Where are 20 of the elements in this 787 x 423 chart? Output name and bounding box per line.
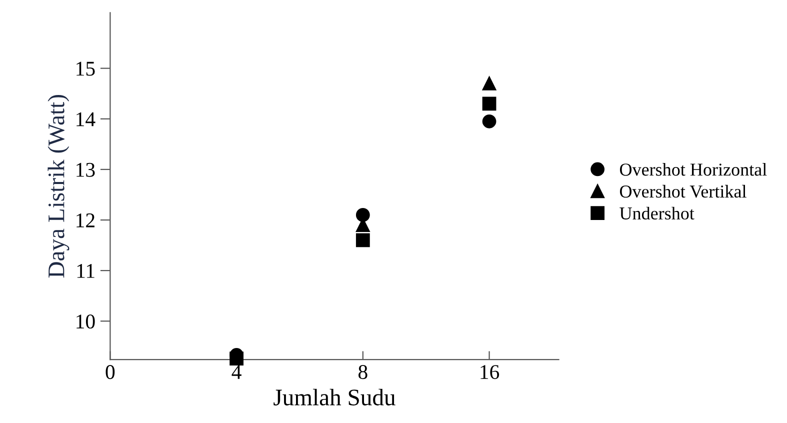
y-tick-label: 15: [76, 62, 95, 76]
legend-label: Overshot Vertikal: [620, 184, 746, 198]
point: [482, 114, 496, 128]
x-tick-label: 16: [480, 365, 500, 380]
legend-label: Undershot: [620, 206, 694, 220]
y-tick-label: 11: [77, 264, 94, 278]
y-axis-title: Daya Listrik (Watt): [48, 95, 70, 278]
y-tick-label: 10: [76, 314, 95, 329]
point: [482, 96, 496, 111]
point: [356, 233, 370, 248]
x-tick-label: 4: [232, 365, 242, 379]
y-tick-label: 12: [76, 213, 94, 228]
legend-label: Overshot Horizontal: [620, 163, 767, 176]
point: [482, 76, 496, 90]
point: [356, 208, 370, 222]
x-axis-title: Jumlah Sudu: [274, 388, 396, 406]
x-tick-label: 8: [358, 365, 368, 380]
x-tick-label: 0: [106, 365, 115, 380]
y-tick-label: 14: [76, 112, 96, 126]
y-tick-label: 13: [76, 162, 95, 177]
